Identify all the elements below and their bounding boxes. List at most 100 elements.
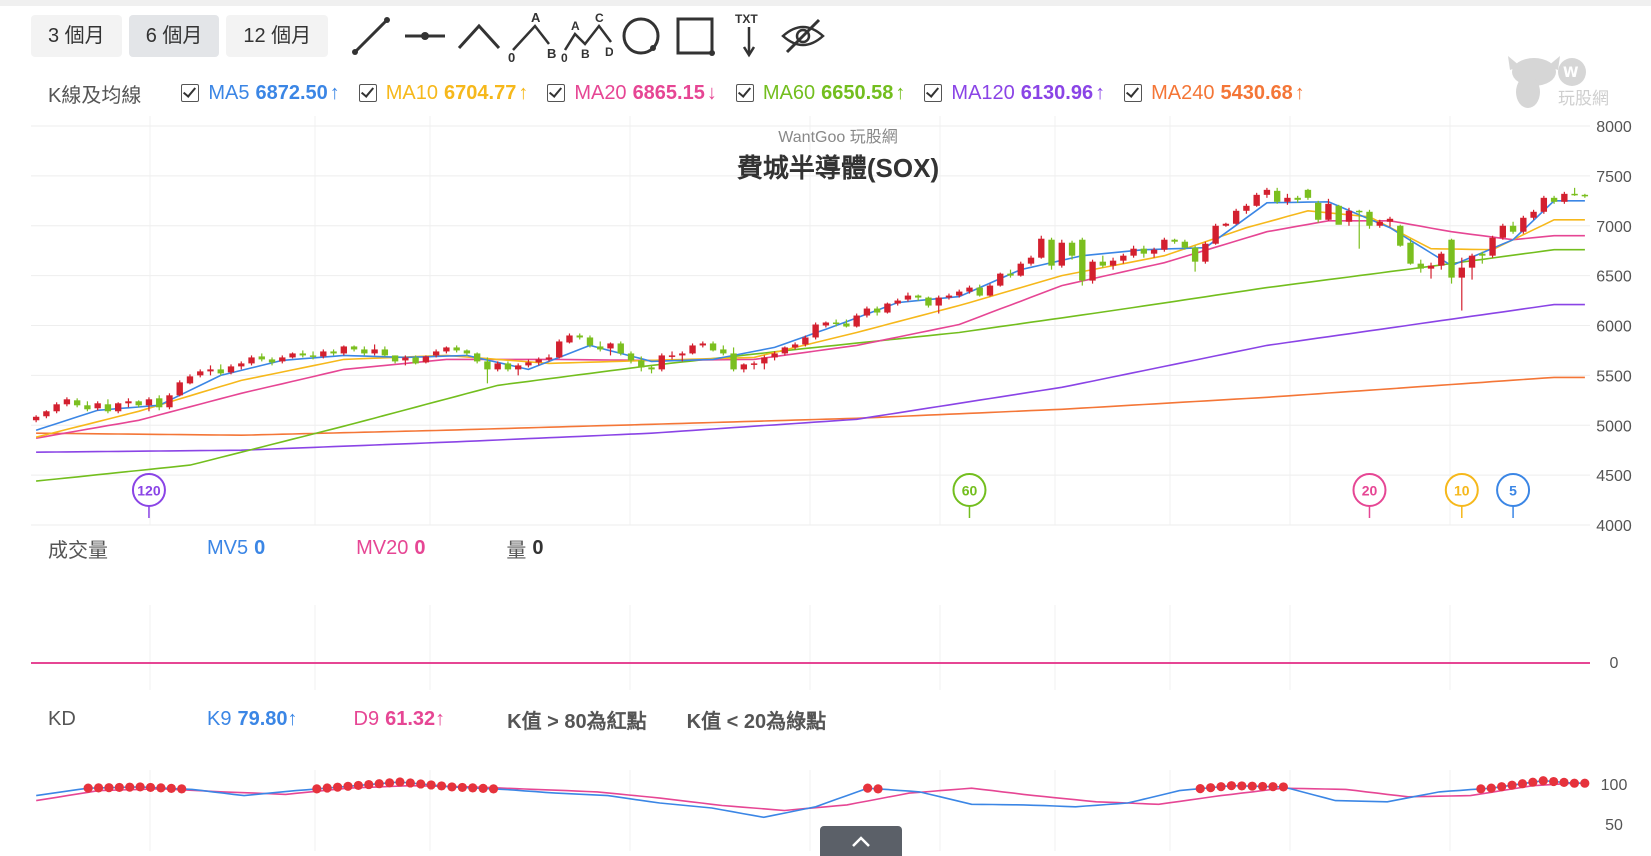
candle-body xyxy=(781,347,789,354)
checkbox-checked-icon[interactable] xyxy=(358,84,377,102)
candle-body xyxy=(894,300,901,304)
candle-body xyxy=(1007,273,1014,276)
candle xyxy=(268,357,276,366)
ma-toggle-ma240[interactable]: MA240 5430.68 ↑ xyxy=(1124,82,1305,105)
candle xyxy=(1212,223,1219,245)
ma-toggle-ma120[interactable]: MA120 6130.96 ↑ xyxy=(924,82,1105,105)
candle xyxy=(566,333,573,344)
candle xyxy=(894,298,901,306)
ma-toggle-ma10[interactable]: MA10 6704.77 ↑ xyxy=(358,81,529,105)
candle xyxy=(832,319,840,327)
candle-body xyxy=(443,347,450,352)
candle xyxy=(1007,269,1014,278)
k-above-80-dot xyxy=(93,783,104,793)
checkbox-checked-icon[interactable] xyxy=(1124,84,1143,102)
candle-body xyxy=(1366,211,1373,226)
polyline-icon[interactable] xyxy=(453,14,505,58)
candle xyxy=(699,341,706,348)
candle xyxy=(1366,209,1373,229)
horizontal-line-icon[interactable] xyxy=(399,14,451,58)
candle xyxy=(484,357,491,384)
k-above-80-dot xyxy=(478,783,488,794)
abc-wave-icon[interactable]: 0 A B xyxy=(507,12,559,64)
k-above-80-dot xyxy=(447,782,457,792)
k-above-80-dot xyxy=(1517,779,1528,789)
ma60-line xyxy=(36,248,1585,482)
candle xyxy=(371,344,378,356)
vol-value: 0 xyxy=(532,536,544,559)
candle xyxy=(73,398,81,408)
candle-body xyxy=(43,411,50,417)
ma-toggle-ma20[interactable]: MA20 6865.15 ↓ xyxy=(547,82,717,105)
kd-title: KD xyxy=(48,707,76,730)
candle xyxy=(1315,200,1322,223)
checkbox-checked-icon[interactable] xyxy=(547,84,566,102)
candle-body xyxy=(1140,248,1148,254)
candle xyxy=(258,353,265,362)
candle-body xyxy=(340,346,348,354)
candle-body xyxy=(1315,202,1322,220)
d9-line xyxy=(36,782,1585,812)
candle-body xyxy=(853,315,860,327)
ma20-line xyxy=(35,220,1585,439)
checkbox-checked-icon[interactable] xyxy=(924,84,943,102)
candle xyxy=(299,350,306,358)
candle xyxy=(104,399,112,414)
candle xyxy=(525,359,532,368)
candle xyxy=(84,401,91,412)
arrow-up-icon: ↑ xyxy=(1095,81,1106,104)
candlestick-chart[interactable]: 4000 4500 5000 5500 6000 6500 7000 7500 8000 Want… xyxy=(0,110,1651,550)
volume-chart[interactable]: 0 xyxy=(0,570,1651,700)
candle-body xyxy=(1335,205,1342,225)
candle xyxy=(627,351,635,364)
candle xyxy=(668,351,676,360)
candle xyxy=(1120,253,1127,264)
candle xyxy=(689,343,696,355)
checkbox-checked-icon[interactable] xyxy=(735,84,754,102)
candle-body xyxy=(812,324,819,338)
hide-drawings-icon[interactable] xyxy=(777,14,829,58)
arrow-up-icon: ↑ xyxy=(518,81,529,104)
k-above-80-dot xyxy=(177,784,187,794)
candle xyxy=(709,341,717,352)
ma-toggle-ma60[interactable]: MA60 6650.58 ↑ xyxy=(735,81,905,105)
candle-body xyxy=(1130,248,1137,256)
abcd-wave-icon[interactable]: 0 A B C D xyxy=(561,12,613,64)
candle xyxy=(207,365,214,376)
svg-text:玩股網: 玩股網 xyxy=(1558,89,1609,109)
candle xyxy=(966,285,973,294)
candle-body xyxy=(1540,197,1548,212)
candle-body xyxy=(156,398,163,408)
candle-body xyxy=(1407,242,1414,264)
line-tool-icon[interactable] xyxy=(345,14,397,58)
collapse-panel-button[interactable] xyxy=(820,826,902,856)
candle-body xyxy=(432,351,440,356)
candle xyxy=(1397,224,1404,247)
candle xyxy=(1561,191,1568,204)
candle xyxy=(822,321,830,328)
candle-body xyxy=(361,349,368,354)
k-above-80-dot xyxy=(1569,778,1580,788)
ma-marker: 10 xyxy=(1444,473,1479,518)
candle-body xyxy=(1263,189,1271,195)
candle-body xyxy=(884,303,891,313)
text-arrow-icon[interactable]: TXT xyxy=(723,12,775,58)
ma-name: MA60 xyxy=(762,81,816,104)
kd-chart[interactable]: 100 50 xyxy=(0,770,1651,851)
ma-toggle-ma5[interactable]: MA5 6872.50 ↑ xyxy=(181,82,340,105)
range-12m-button[interactable]: 12 個月 xyxy=(226,15,329,57)
circle-tool-icon[interactable] xyxy=(615,14,667,58)
candle-body xyxy=(1161,239,1168,250)
checkbox-checked-icon[interactable] xyxy=(181,84,200,102)
rectangle-tool-icon[interactable] xyxy=(669,14,721,58)
candle-body xyxy=(1345,210,1353,222)
candle-body xyxy=(53,404,60,412)
range-6m-button[interactable]: 6 個月 xyxy=(128,15,220,57)
candle-body xyxy=(1120,255,1127,261)
candle-body xyxy=(1561,193,1568,202)
svg-text:B: B xyxy=(547,46,556,61)
candle-body xyxy=(1017,263,1024,276)
range-3m-button[interactable]: 3 個月 xyxy=(31,15,122,57)
k-above-80-dot xyxy=(1549,776,1559,787)
k-above-80-dot xyxy=(353,780,363,791)
